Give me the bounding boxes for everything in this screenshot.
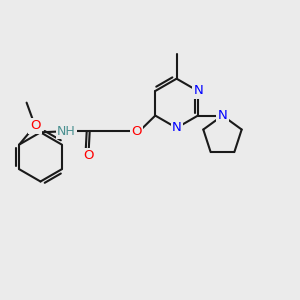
Text: O: O	[83, 149, 94, 162]
Text: NH: NH	[57, 125, 76, 138]
Text: N: N	[172, 122, 182, 134]
Text: N: N	[193, 85, 203, 98]
Text: O: O	[131, 125, 142, 138]
Text: O: O	[30, 119, 40, 132]
Text: N: N	[218, 109, 227, 122]
